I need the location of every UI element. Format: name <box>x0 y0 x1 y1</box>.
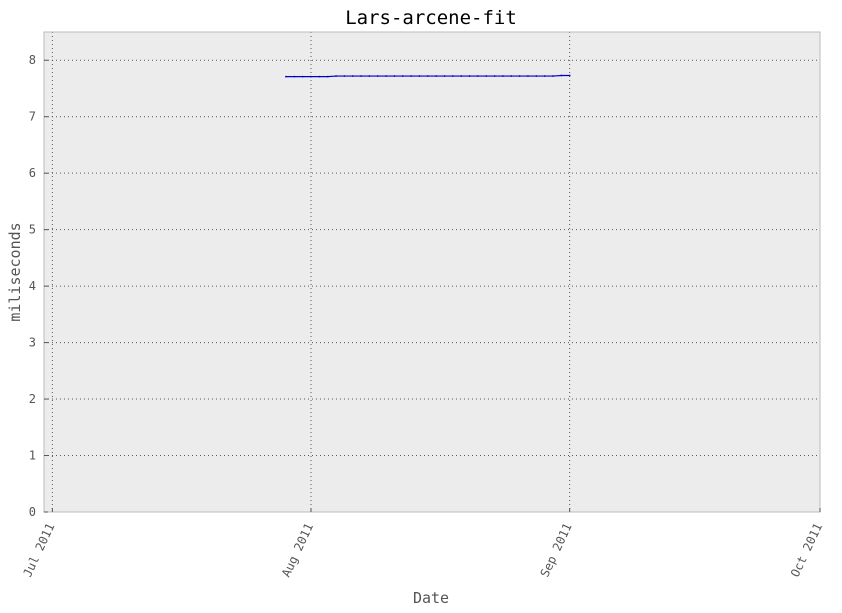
data-point <box>535 75 538 77</box>
y-axis-ticks: 0 1 2 3 4 5 6 7 8 <box>29 53 48 519</box>
y-tick-label: 8 <box>29 53 36 67</box>
data-point <box>318 75 321 78</box>
data-point <box>435 75 438 77</box>
data-point <box>343 75 346 77</box>
y-tick-label: 3 <box>29 336 36 350</box>
data-point <box>285 75 287 78</box>
data-point <box>543 75 546 77</box>
series-layer <box>285 74 571 78</box>
x-axis-label: Date <box>413 589 449 607</box>
data-point <box>510 75 513 77</box>
y-tick-label: 1 <box>29 449 36 463</box>
data-point <box>410 75 413 77</box>
y-tick-label: 5 <box>29 223 36 237</box>
data-point <box>376 75 379 77</box>
data-point <box>552 75 554 77</box>
data-point <box>351 75 354 77</box>
data-point <box>301 75 304 78</box>
data-point <box>460 75 463 77</box>
data-point <box>326 75 329 78</box>
y-tick-label: 2 <box>29 392 36 406</box>
x-axis-ticks: Jul 2011 Aug 2011 Sep 2011 Oct 2011 <box>20 508 825 579</box>
data-point <box>502 75 504 77</box>
data-point <box>451 75 454 77</box>
data-point <box>385 75 388 77</box>
x-tick-label: Aug 2011 <box>279 521 316 579</box>
chart-title: Lars-arcene-fit <box>345 7 517 29</box>
x-tick-label: Sep 2011 <box>538 521 575 579</box>
x-tick-label: Oct 2011 <box>788 521 825 579</box>
data-point <box>568 74 571 77</box>
data-point <box>293 75 296 78</box>
data-point <box>368 75 371 77</box>
data-point <box>476 75 479 77</box>
data-point <box>527 75 529 77</box>
data-point <box>418 75 421 77</box>
y-tick-label: 4 <box>29 279 36 293</box>
y-tick-label: 0 <box>29 505 36 519</box>
data-point <box>393 75 396 77</box>
y-tick-label: 6 <box>29 166 36 180</box>
data-point <box>560 74 563 77</box>
y-axis-label: miliseconds <box>6 222 24 321</box>
data-point <box>468 75 471 77</box>
data-point <box>360 75 362 77</box>
plot-area <box>44 32 820 512</box>
data-point <box>426 75 429 77</box>
data-point <box>310 75 312 78</box>
plot-frame <box>43 31 821 513</box>
data-point <box>335 75 337 77</box>
grid-lines <box>44 32 821 513</box>
y-tick-label: 7 <box>29 110 36 124</box>
data-point <box>518 75 521 77</box>
data-point <box>485 75 488 77</box>
data-point <box>401 75 404 77</box>
data-point <box>493 75 496 77</box>
x-tick-label: Jul 2011 <box>20 521 57 579</box>
data-point <box>443 75 446 77</box>
